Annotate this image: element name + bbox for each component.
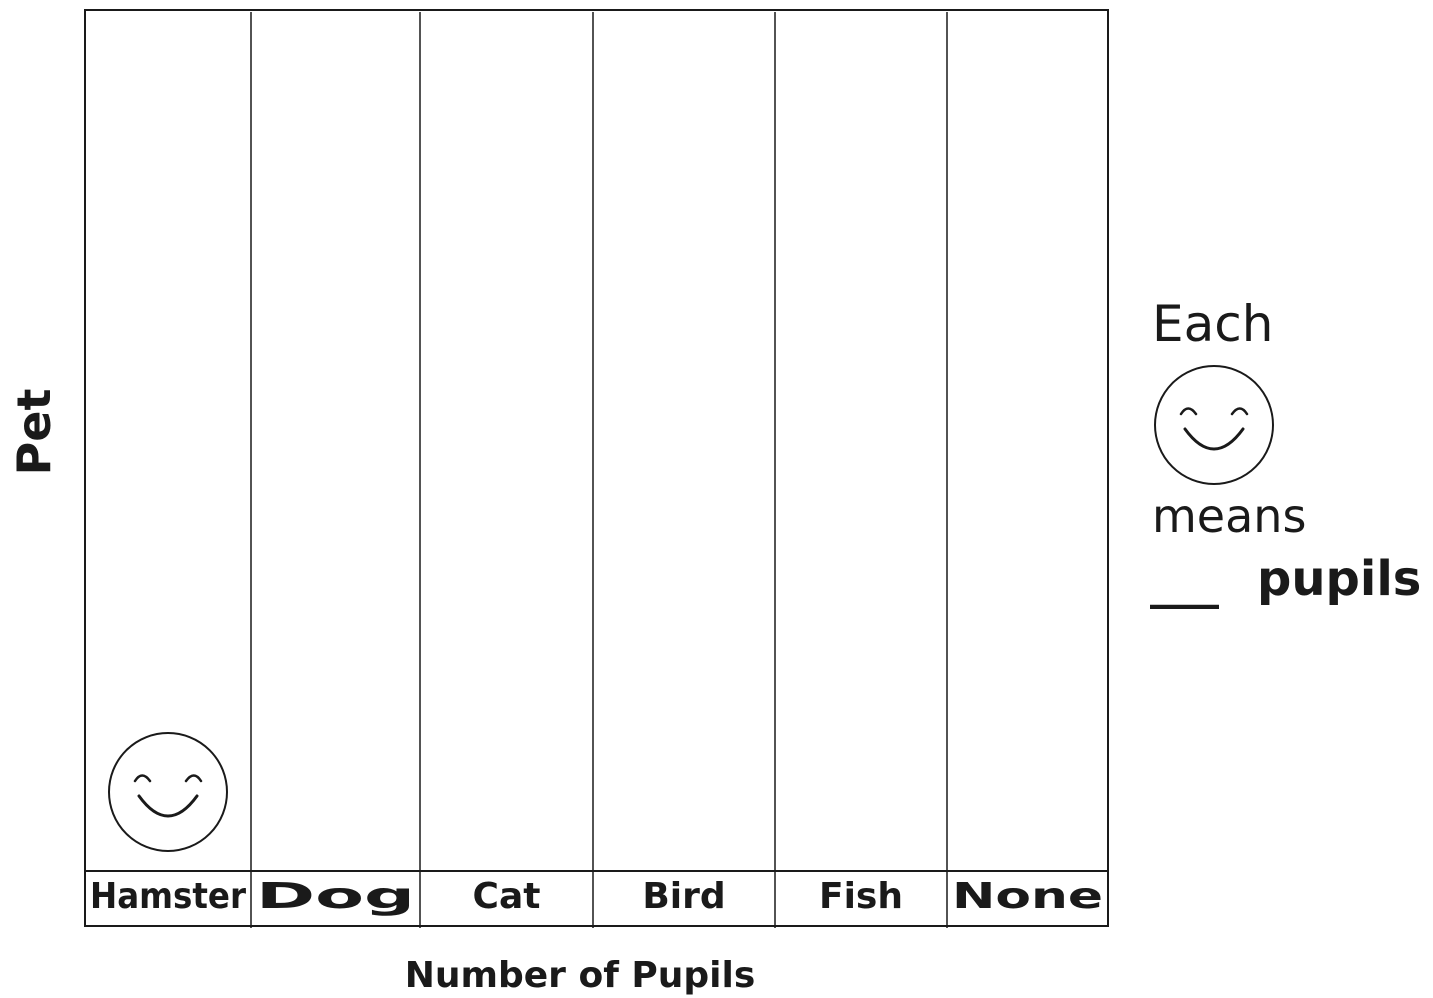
smiley-face-icon xyxy=(108,732,228,852)
key-smiley-face-icon xyxy=(1154,365,1274,485)
smiley-face-icon xyxy=(1154,365,1274,485)
pictogram-symbols xyxy=(108,732,228,852)
column-dividers xyxy=(250,12,948,928)
y-axis-label: Pet xyxy=(7,389,61,476)
category-label-bird: Bird xyxy=(642,876,725,917)
x-axis-label: Number of Pupils xyxy=(405,955,756,996)
key-line-each: Each xyxy=(1152,295,1273,353)
key: Each means ___ pupils xyxy=(1150,295,1421,609)
category-label-hamster: Hamster xyxy=(90,876,246,917)
key-unit: pupils xyxy=(1257,551,1421,607)
category-label-cat: Cat xyxy=(473,876,541,917)
category-labels: Hamster Dog Cat Bird Fish None xyxy=(90,876,1103,917)
category-label-fish: Fish xyxy=(819,876,903,917)
category-label-none: None xyxy=(952,876,1103,917)
category-label-dog: Dog xyxy=(256,876,415,917)
chart-frame xyxy=(84,9,1109,927)
key-line-means: means xyxy=(1152,489,1306,543)
key-blank: ___ xyxy=(1150,555,1219,609)
